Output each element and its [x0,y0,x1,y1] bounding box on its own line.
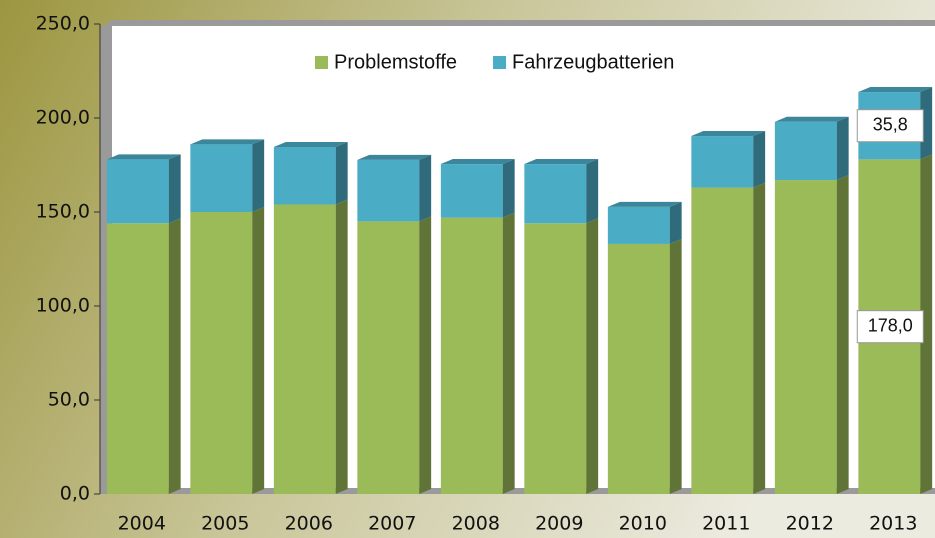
bar [774,180,837,495]
bar-top [190,139,265,145]
bar [106,159,169,224]
x-tick-label: 2004 [118,513,166,535]
x-tick-label: 2012 [786,513,834,535]
bar-top [691,131,766,137]
bar-top [858,87,933,93]
y-tick-label: 200,0 [36,107,90,129]
bar [607,206,670,244]
value-label-box [856,109,924,143]
legend-swatch [315,56,328,69]
bar [106,223,169,494]
bar-side [836,175,849,495]
bar-top [607,201,682,207]
bar-side [335,141,348,205]
bar [440,217,503,494]
x-tick-label: 2006 [285,513,333,535]
bar [357,221,420,494]
bar-side [168,218,181,494]
bar [190,144,253,212]
bar-side [586,218,599,494]
x-tick-label: 2010 [619,513,667,535]
bar [524,223,587,494]
y-tick-label: 150,0 [36,201,90,223]
value-label: 35,8 [873,114,908,134]
bar [774,121,837,181]
y-tick-label: 0,0 [60,483,90,505]
bar-side [753,131,766,188]
x-tick-label: 2013 [869,513,917,535]
bar-side [335,199,348,495]
y-tick-label: 50,0 [48,389,90,411]
bar-side [753,182,766,494]
bar-side [836,116,849,181]
bar-top [774,116,849,122]
bar-side [252,139,265,212]
bar [273,146,336,205]
bar [190,212,253,494]
bar-side [920,154,933,495]
x-tick-label: 2005 [201,513,249,535]
value-label-box [856,310,924,344]
bar-side [419,154,432,222]
bar [273,204,336,495]
bar [607,243,670,494]
bar-top [357,154,432,160]
bar-side [502,159,515,218]
bar [440,164,503,218]
bar-top [106,154,181,160]
x-tick-label: 2009 [535,513,583,535]
bar-side [502,212,515,494]
legend-label: Problemstoffe [334,51,457,73]
bar-side [168,154,181,224]
bar-side [669,238,682,494]
legend-label: Fahrzeugbatterien [512,51,674,73]
value-label: 178,0 [868,315,913,335]
legend-swatch [493,56,507,69]
y-tick-label: 100,0 [36,295,90,317]
bar-side [586,159,599,224]
x-tick-label: 2008 [452,513,500,535]
y-tick-label: 250,0 [36,13,90,35]
bar-top [273,141,348,147]
bar-top [440,159,515,165]
bar [691,187,754,494]
x-tick-label: 2007 [368,513,416,535]
bar [524,164,587,224]
bar-side [419,216,432,494]
bar-side [252,207,265,494]
bar [691,136,754,188]
bar-top [524,159,599,165]
x-tick-label: 2011 [702,513,750,535]
bar-side [669,201,682,244]
bar [357,159,420,222]
